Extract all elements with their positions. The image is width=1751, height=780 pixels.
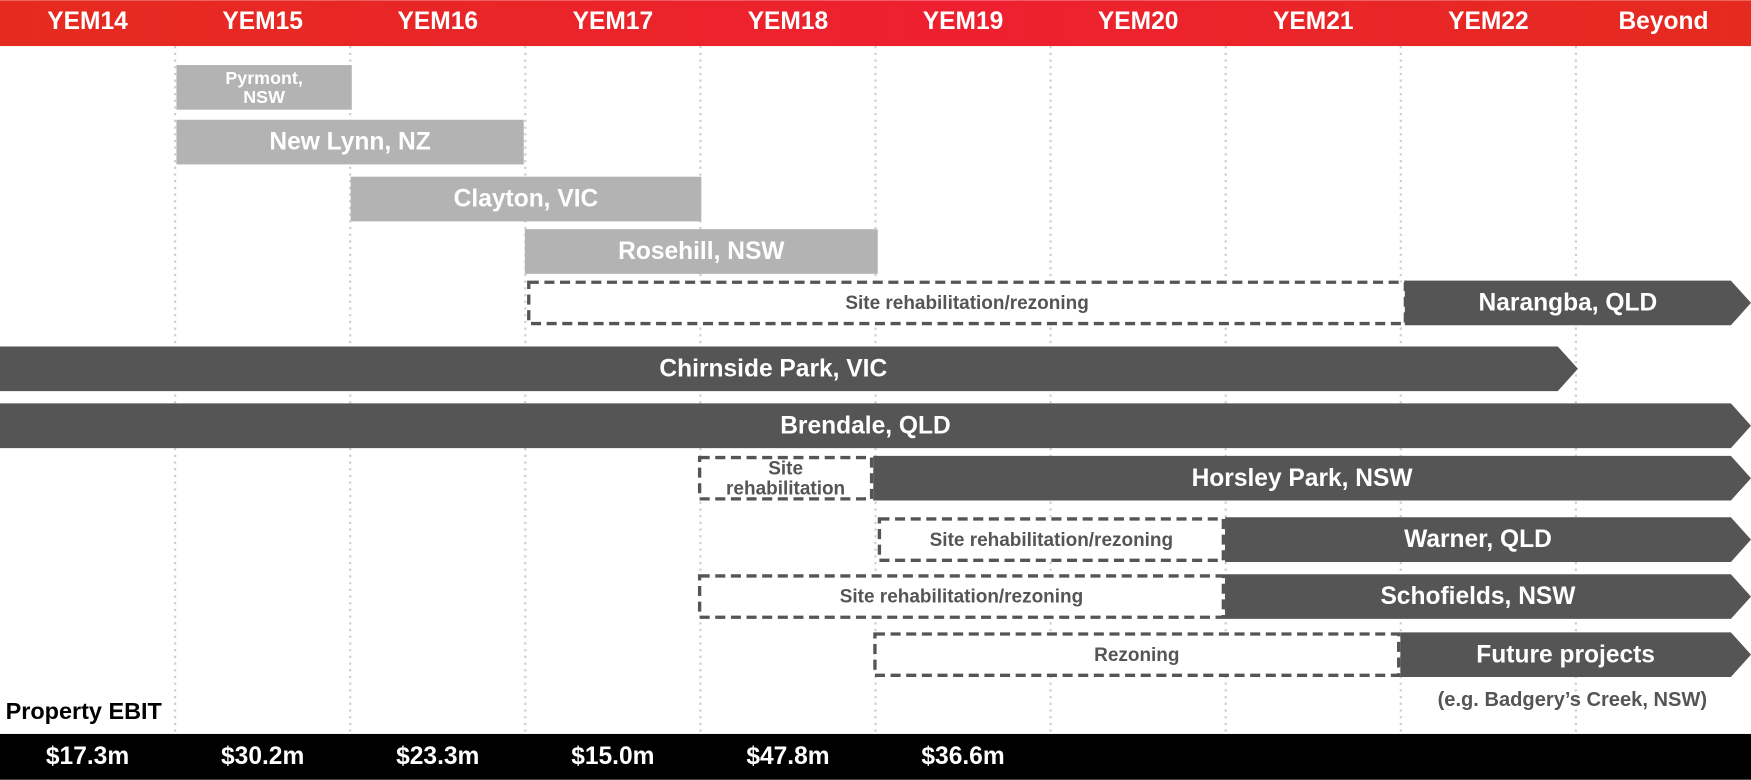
project-bar (873, 455, 1751, 501)
phase-label: Site rehabilitation/rezoning (840, 587, 1083, 608)
phase-label: Site rehabilitation/rezoning (845, 293, 1088, 314)
ebit-title: Property EBIT (6, 698, 163, 724)
project-note: (e.g. Badgery’s Creek, NSW) (1438, 689, 1707, 711)
ebit-value: $15.0m (571, 743, 654, 770)
header-bar (0, 0, 1751, 47)
ebit-bar (0, 733, 1751, 780)
project-bar (176, 65, 352, 110)
column-label: YEM20 (1098, 8, 1179, 35)
project-label: Brendale, QLD (780, 412, 951, 439)
project-label: New Lynn, NZ (269, 129, 430, 156)
project-label: Narangba, QLD (1479, 289, 1658, 316)
project-bar (1404, 280, 1751, 326)
project-label: Schofields, NSW (1380, 583, 1576, 610)
phase-box (697, 455, 874, 501)
project-label: Chirnside Park, VIC (659, 355, 887, 382)
column-label: Beyond (1618, 8, 1708, 35)
column-label: YEM16 (398, 8, 479, 35)
phase-box (527, 280, 1408, 326)
column-label: YEM21 (1273, 8, 1353, 35)
column-label: YEM19 (923, 8, 1004, 35)
project-bar (524, 229, 878, 274)
project-label: Rosehill, NSW (618, 238, 785, 265)
column-label: YEM14 (47, 8, 128, 35)
project-bar (0, 346, 1578, 392)
ebit-value: $30.2m (221, 743, 304, 770)
phase-box (697, 574, 1226, 619)
project-label: Horsley Park, NSW (1192, 465, 1414, 492)
project-label: Clayton, VIC (454, 186, 599, 213)
column-label: YEM18 (748, 8, 829, 35)
project-label: Future projects (1476, 641, 1655, 668)
project-label: Warner, QLD (1404, 526, 1552, 553)
ebit-value: $17.3m (46, 743, 129, 770)
project-bar (1225, 574, 1751, 619)
project-bar (176, 119, 524, 165)
project-bar (1400, 632, 1751, 677)
project-label: Pyrmont, NSW (225, 68, 302, 107)
phase-label: Site rehabilitation/rezoning (930, 530, 1173, 551)
phase-label: Rezoning (1094, 645, 1179, 666)
column-label: YEM17 (573, 8, 654, 35)
project-bar (0, 403, 1751, 449)
project-bar (350, 176, 702, 222)
ebit-value: $23.3m (396, 743, 479, 770)
column-label: YEM15 (222, 8, 303, 35)
ebit-value: $47.8m (746, 743, 829, 770)
project-label-line: NSW (243, 87, 285, 107)
phase-box (877, 517, 1226, 562)
project-label-line: Pyrmont, (225, 68, 302, 88)
phase-label-line: Site (768, 458, 803, 479)
phase-label: Site rehabilitation (726, 458, 845, 499)
project-bar (1225, 517, 1751, 562)
phase-label-line: rehabilitation (726, 478, 845, 499)
ebit-value: $36.6m (921, 743, 1004, 770)
column-label: YEM22 (1448, 8, 1529, 35)
phase-box (873, 632, 1401, 677)
